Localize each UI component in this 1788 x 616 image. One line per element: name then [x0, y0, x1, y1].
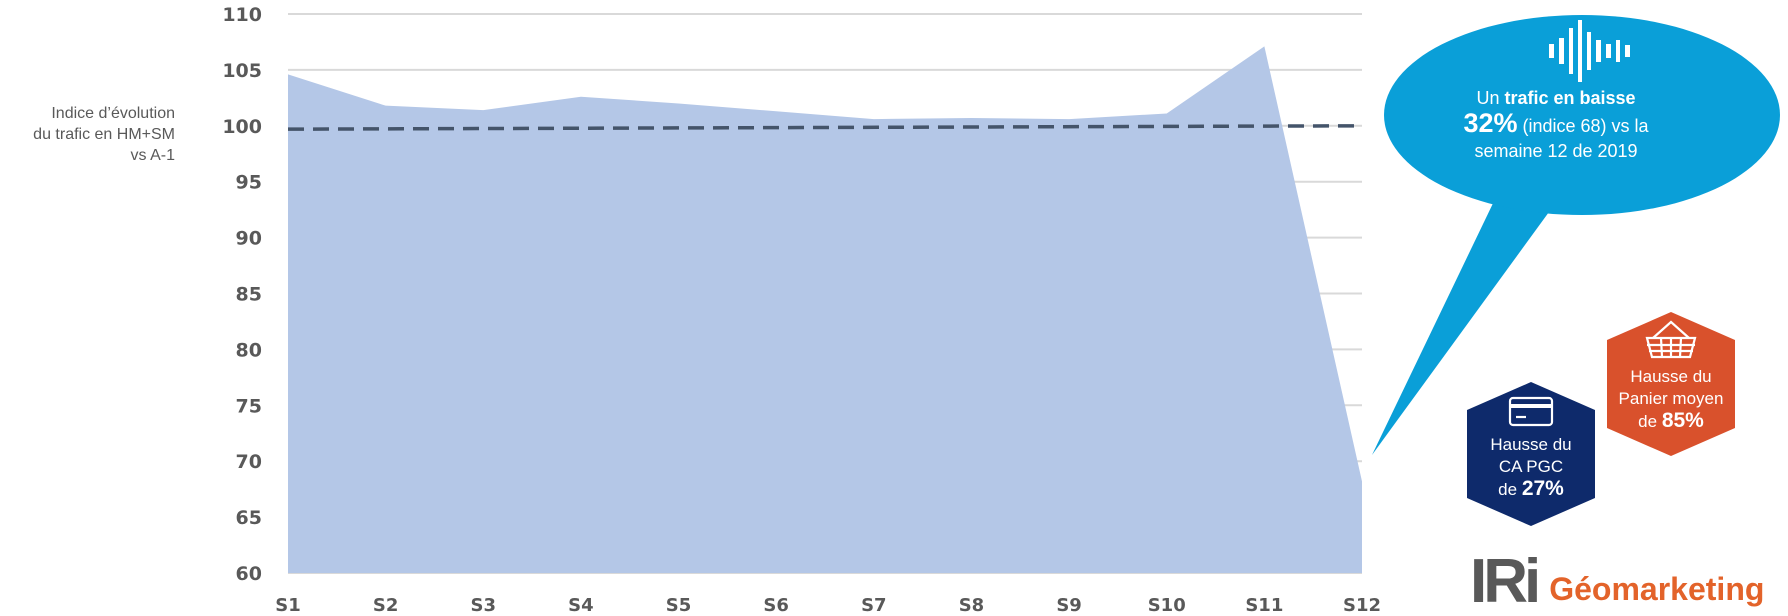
y-tick-label: 110	[222, 4, 262, 26]
callout-ellipse	[1384, 15, 1780, 215]
y-tick-label: 85	[236, 284, 262, 306]
badge-ca-line1: Hausse du	[1490, 435, 1572, 454]
series-area	[287, 46, 1363, 574]
reference-line	[287, 124, 1363, 131]
x-tick-label: S12	[1343, 595, 1381, 616]
x-tick-label: S4	[568, 595, 594, 616]
callout-bold-text: trafic en baisse	[1504, 88, 1636, 108]
badge-ca-line3: de 27%	[1472, 478, 1590, 501]
logo-brand: IRi	[1470, 547, 1541, 616]
reference-line-group	[287, 124, 1363, 131]
callout-prefix: Un	[1476, 88, 1500, 108]
badge-ca-value: 27%	[1521, 477, 1564, 500]
callout-line-3: semaine 12 de 2019	[1474, 141, 1638, 161]
badge-ca-prefix: de	[1498, 480, 1518, 499]
y-tick-label: 60	[236, 563, 262, 585]
y-tick-label: 95	[236, 172, 262, 194]
badge-panier-text: Hausse du Panier moyen de 85%	[1612, 366, 1730, 433]
badge-ca-hexagon	[1467, 382, 1595, 526]
callout-bubble	[1372, 15, 1780, 455]
x-axis-ticks: S1 S2 S3 S4 S5 S6 S7 S8 S9 S10 S11 S12	[275, 595, 1381, 616]
badge-ca-text: Hausse du CA PGC de 27%	[1472, 434, 1590, 501]
y-tick-label: 80	[236, 339, 262, 361]
badge-panier-value: 85%	[1661, 409, 1704, 432]
x-tick-label: S11	[1245, 595, 1283, 616]
badge-panier-hexagon	[1607, 312, 1735, 456]
x-tick-label: S5	[666, 595, 692, 616]
callout-pointer	[1372, 190, 1565, 455]
logo-product: Géomarketing	[1549, 571, 1765, 607]
badge-ca	[1467, 382, 1595, 526]
audio-waveform-icon	[1549, 20, 1630, 82]
badge-ca-line2: CA PGC	[1498, 457, 1564, 476]
y-tick-label: 100	[222, 116, 262, 138]
y-tick-label: 90	[236, 228, 262, 250]
badge-panier-line3: de 85%	[1612, 410, 1730, 433]
badge-panier	[1607, 312, 1735, 456]
badge-panier-line1: Hausse du	[1630, 367, 1712, 386]
y-tick-label: 65	[236, 507, 262, 529]
x-tick-label: S8	[959, 595, 985, 616]
x-tick-label: S3	[471, 595, 497, 616]
y-axis-label: Indice d’évolution du trafic en HM+SM vs…	[33, 105, 175, 164]
callout-percent: 32%	[1463, 108, 1518, 138]
x-tick-label: S1	[275, 595, 301, 616]
series-area-fill	[288, 46, 1362, 574]
shopping-basket-icon	[1645, 320, 1697, 359]
x-tick-label: S6	[763, 595, 789, 616]
y-tick-label: 75	[236, 395, 262, 417]
callout-line-2: 32% (indice 68) vs la	[1386, 108, 1726, 139]
iri-geomarketing-logo: IRi Géomarketing	[1470, 547, 1764, 613]
badge-panier-prefix: de	[1638, 412, 1658, 431]
y-tick-label: 70	[236, 451, 262, 473]
x-tick-label: S10	[1148, 595, 1186, 616]
x-tick-label: S2	[373, 595, 399, 616]
y-axis-ticks: 110 105 100 95 90 85 80 75 70 65 60	[222, 4, 262, 585]
callout-text: Un trafic en baisse 32% (indice 68) vs l…	[1386, 86, 1726, 164]
credit-card-icon	[1508, 396, 1554, 427]
y-tick-label: 105	[222, 60, 262, 82]
callout-detail: (indice 68) vs la	[1522, 116, 1649, 136]
badge-panier-line2: Panier moyen	[1618, 389, 1724, 408]
x-tick-label: S7	[861, 595, 887, 616]
x-tick-label: S9	[1056, 595, 1082, 616]
callout-line-1: Un trafic en baisse	[1386, 86, 1726, 111]
